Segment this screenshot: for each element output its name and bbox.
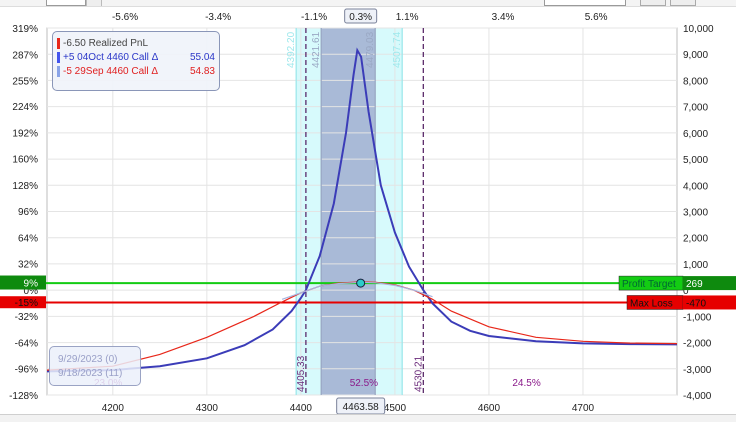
legend-panel: -6.50 Realized PnL +5 04Oct 4460 Call Δ …	[52, 31, 220, 91]
vertical-marker-label: 4530.21	[413, 355, 424, 392]
left-axis-tick-label: 32%	[18, 260, 38, 271]
right-axis-tick-label: 2,000	[683, 234, 708, 245]
step-input[interactable]	[46, 0, 86, 6]
top-axis-tick-label: 5.6%	[585, 12, 608, 23]
right-axis-tick-label: -3,000	[683, 365, 712, 376]
left-axis-tick-label: 128%	[12, 181, 38, 192]
probability-label: 52.5%	[350, 378, 378, 389]
top-axis-tick-label: -5.6%	[112, 12, 138, 23]
x-axis-tick-label: 4200	[102, 403, 125, 414]
vertical-marker-label: 4421.61	[311, 31, 322, 68]
left-axis-tick-label: 319%	[12, 24, 38, 35]
toolbar-button-2[interactable]	[670, 0, 696, 6]
legend-label: -6.50 Realized PnL	[63, 38, 149, 49]
right-axis-tick-label: 8,000	[683, 76, 708, 87]
stepper-arrows[interactable]	[86, 0, 102, 6]
date-label-today: 9/18/2023 (11)	[58, 368, 123, 379]
current-price-label: 4463.58	[343, 402, 380, 413]
x-axis-tick-label: 4300	[196, 403, 219, 414]
vertical-marker-label: 4392.20	[286, 31, 297, 68]
legend-swatch	[57, 52, 60, 63]
right-axis-tick-label: 6,000	[683, 129, 708, 140]
vertical-marker-label: 4405.33	[296, 355, 307, 392]
right-axis-tick-label: -2,000	[683, 339, 712, 350]
right-axis-tick-label: 0	[683, 286, 689, 297]
left-axis-tick-label: 287%	[12, 50, 38, 61]
legend-label: -5 29Sep 4460 Call Δ	[63, 66, 159, 77]
legend-swatch	[57, 38, 60, 49]
toolbar-button-1[interactable]	[640, 0, 666, 6]
tag-value-bg-max-loss	[683, 295, 736, 310]
left-axis-tick-label: -96%	[15, 365, 38, 376]
top-axis-tick-label: 3.4%	[492, 12, 515, 23]
x-axis-tick-label: 4500	[384, 403, 407, 414]
left-axis-tick-label: -64%	[15, 338, 38, 349]
probability-label: 24.5%	[512, 378, 540, 389]
vertical-marker-label: 4507.74	[392, 31, 403, 68]
legend-value: 54.83	[189, 66, 215, 77]
left-axis-highlight-badge	[0, 275, 46, 290]
right-axis-tick-label: 3,000	[683, 208, 708, 219]
legend-value: 55.04	[189, 52, 215, 63]
toolbar-strip	[0, 0, 736, 7]
left-axis-tick-label: 160%	[12, 155, 38, 166]
tag-label-max-loss: Max Loss	[630, 298, 673, 309]
right-axis-tick-label: 5,000	[683, 155, 708, 166]
right-axis-tick-label: 9,000	[683, 50, 708, 61]
status-bar	[0, 414, 736, 422]
tag-value-profit-target: 269	[686, 279, 703, 290]
current-position-marker	[356, 278, 366, 288]
legend-label: +5 04Oct 4460 Call Δ	[63, 52, 159, 63]
right-axis-tick-label: 1,000	[683, 260, 708, 271]
top-axis-tick-label: -1.1%	[301, 12, 327, 23]
right-axis-tick-label: 7,000	[683, 103, 708, 114]
vertical-marker-label: 4479.03	[365, 31, 376, 68]
left-axis-tick-label: 96%	[18, 207, 38, 218]
left-axis-tick-label: 0%	[24, 286, 39, 297]
top-axis-tick-label: -3.4%	[205, 12, 231, 23]
left-axis-tick-label: 224%	[12, 102, 38, 113]
legend-swatch	[57, 66, 60, 77]
date-legend-panel: 9/29/2023 (0) 9/18/2023 (11)	[49, 346, 141, 386]
projection-date-input[interactable]	[544, 0, 626, 6]
x-axis-tick-label: 4600	[478, 403, 501, 414]
left-axis-tick-label: 192%	[12, 128, 38, 139]
date-label-expiration: 9/29/2023 (0)	[58, 354, 118, 365]
left-axis-tick-label: 64%	[18, 233, 38, 244]
right-axis-tick-label: 4,000	[683, 181, 708, 192]
left-axis-loss-badge	[0, 296, 46, 309]
tag-value-max-loss: -470	[686, 298, 706, 309]
left-axis-tick-label: -128%	[9, 391, 38, 402]
left-axis-tick-label: 255%	[12, 77, 38, 88]
x-axis-tick-label: 4400	[290, 403, 313, 414]
right-axis-tick-label: -4,000	[683, 391, 712, 402]
left-axis-tick-label: -32%	[15, 312, 38, 323]
series-line-0	[46, 47, 678, 373]
top-axis-highlight-box	[344, 8, 378, 24]
left-axis-loss-label: -15%	[15, 298, 38, 309]
x-axis-tick-label: 4700	[572, 403, 595, 414]
top-axis-tick-label: 0.3%	[349, 12, 372, 23]
right-axis-tick-label: -1,000	[683, 312, 712, 323]
tag-value-bg-profit-target	[683, 276, 736, 291]
left-axis-highlight-label: 9%	[24, 279, 39, 290]
right-axis-tick-label: 10,000	[683, 24, 714, 35]
top-axis-tick-label: 1.1%	[396, 12, 419, 23]
tag-label-profit-target: Profit Target	[622, 279, 676, 290]
